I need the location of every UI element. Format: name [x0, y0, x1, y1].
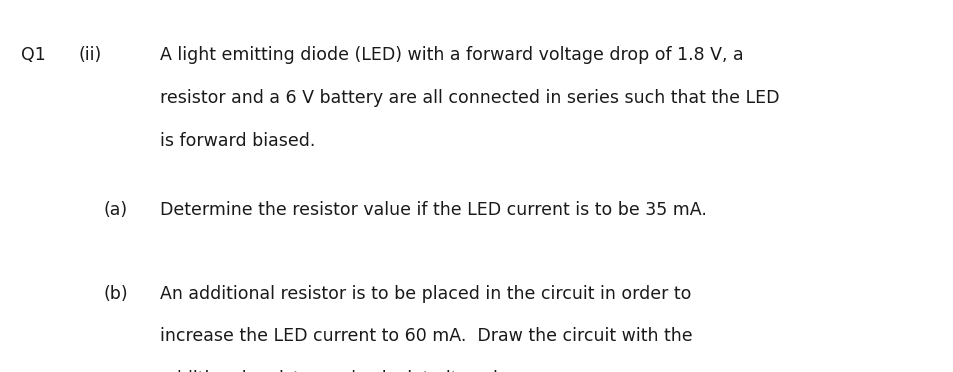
Text: resistor and a 6 V battery are all connected in series such that the LED: resistor and a 6 V battery are all conne… — [160, 89, 779, 107]
Text: Q1: Q1 — [21, 46, 46, 64]
Text: is forward biased.: is forward biased. — [160, 132, 315, 150]
Text: additional resistor and calculate its value.: additional resistor and calculate its va… — [160, 370, 525, 372]
Text: (ii): (ii) — [78, 46, 101, 64]
Text: increase the LED current to 60 mA.  Draw the circuit with the: increase the LED current to 60 mA. Draw … — [160, 327, 692, 345]
Text: An additional resistor is to be placed in the circuit in order to: An additional resistor is to be placed i… — [160, 285, 691, 302]
Text: A light emitting diode (LED) with a forward voltage drop of 1.8 V, a: A light emitting diode (LED) with a forw… — [160, 46, 743, 64]
Text: Determine the resistor value if the LED current is to be 35 mA.: Determine the resistor value if the LED … — [160, 201, 706, 219]
Text: (b): (b) — [103, 285, 128, 302]
Text: (a): (a) — [103, 201, 127, 219]
